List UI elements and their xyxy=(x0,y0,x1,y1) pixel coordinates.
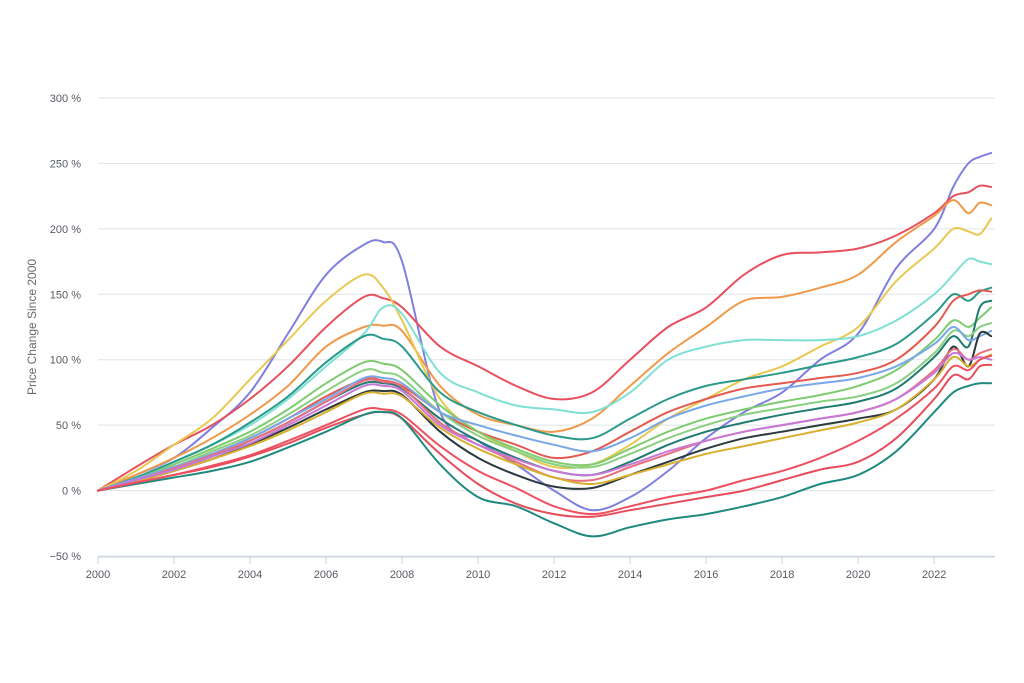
y-tick-label: 300 % xyxy=(50,93,81,105)
y-axis-title: Price Change Since 2000 xyxy=(25,259,39,395)
x-tick-label: 2002 xyxy=(162,569,186,581)
x-tick-label: 2000 xyxy=(86,569,110,581)
x-tick-label: 2010 xyxy=(466,569,490,581)
series-line-18[interactable] xyxy=(97,354,993,516)
series-line-5[interactable] xyxy=(97,257,993,492)
series-line-17[interactable] xyxy=(97,382,993,538)
x-tick-label: 2018 xyxy=(770,569,794,581)
y-tick-label: 50 % xyxy=(56,420,81,432)
x-tick-label: 2016 xyxy=(694,569,718,581)
series-line-11[interactable] xyxy=(97,326,993,492)
y-tick-label: 150 % xyxy=(50,289,81,301)
series-lines xyxy=(97,152,993,538)
series-line-13[interactable] xyxy=(97,348,993,492)
series-line-10[interactable] xyxy=(97,322,993,492)
y-tick-label: −50 % xyxy=(50,551,82,563)
x-tick-label: 2004 xyxy=(238,569,262,581)
grid-lines xyxy=(98,97,995,557)
x-axis: 2000 2002 2004 2006 2008 2010 2012 2014 2016 2018… xyxy=(86,556,995,581)
series-line-16[interactable] xyxy=(97,363,993,518)
x-tick-label: 2006 xyxy=(314,569,338,581)
series-line-2[interactable] xyxy=(97,184,993,492)
y-tick-label: 200 % xyxy=(50,224,81,236)
series-line-3[interactable] xyxy=(97,199,993,492)
x-tick-label: 2012 xyxy=(542,569,566,581)
y-axis-tick-labels: −50 % 0 % 50 % 100 % 150 % 200 % 250 % 300 % xyxy=(50,93,82,563)
series-line-4[interactable] xyxy=(97,217,993,492)
series-line-14[interactable] xyxy=(97,353,993,492)
y-tick-label: 250 % xyxy=(50,158,81,170)
x-tick-label: 2020 xyxy=(846,569,870,581)
x-tick-label: 2008 xyxy=(390,569,414,581)
series-line-1[interactable] xyxy=(97,152,993,512)
x-tick-label: 2014 xyxy=(618,569,642,581)
x-tick-label: 2022 xyxy=(922,569,946,581)
series-line-6[interactable] xyxy=(97,286,993,492)
series-line-15[interactable] xyxy=(97,351,993,492)
y-tick-label: 100 % xyxy=(50,355,81,367)
y-tick-label: 0 % xyxy=(62,486,81,498)
